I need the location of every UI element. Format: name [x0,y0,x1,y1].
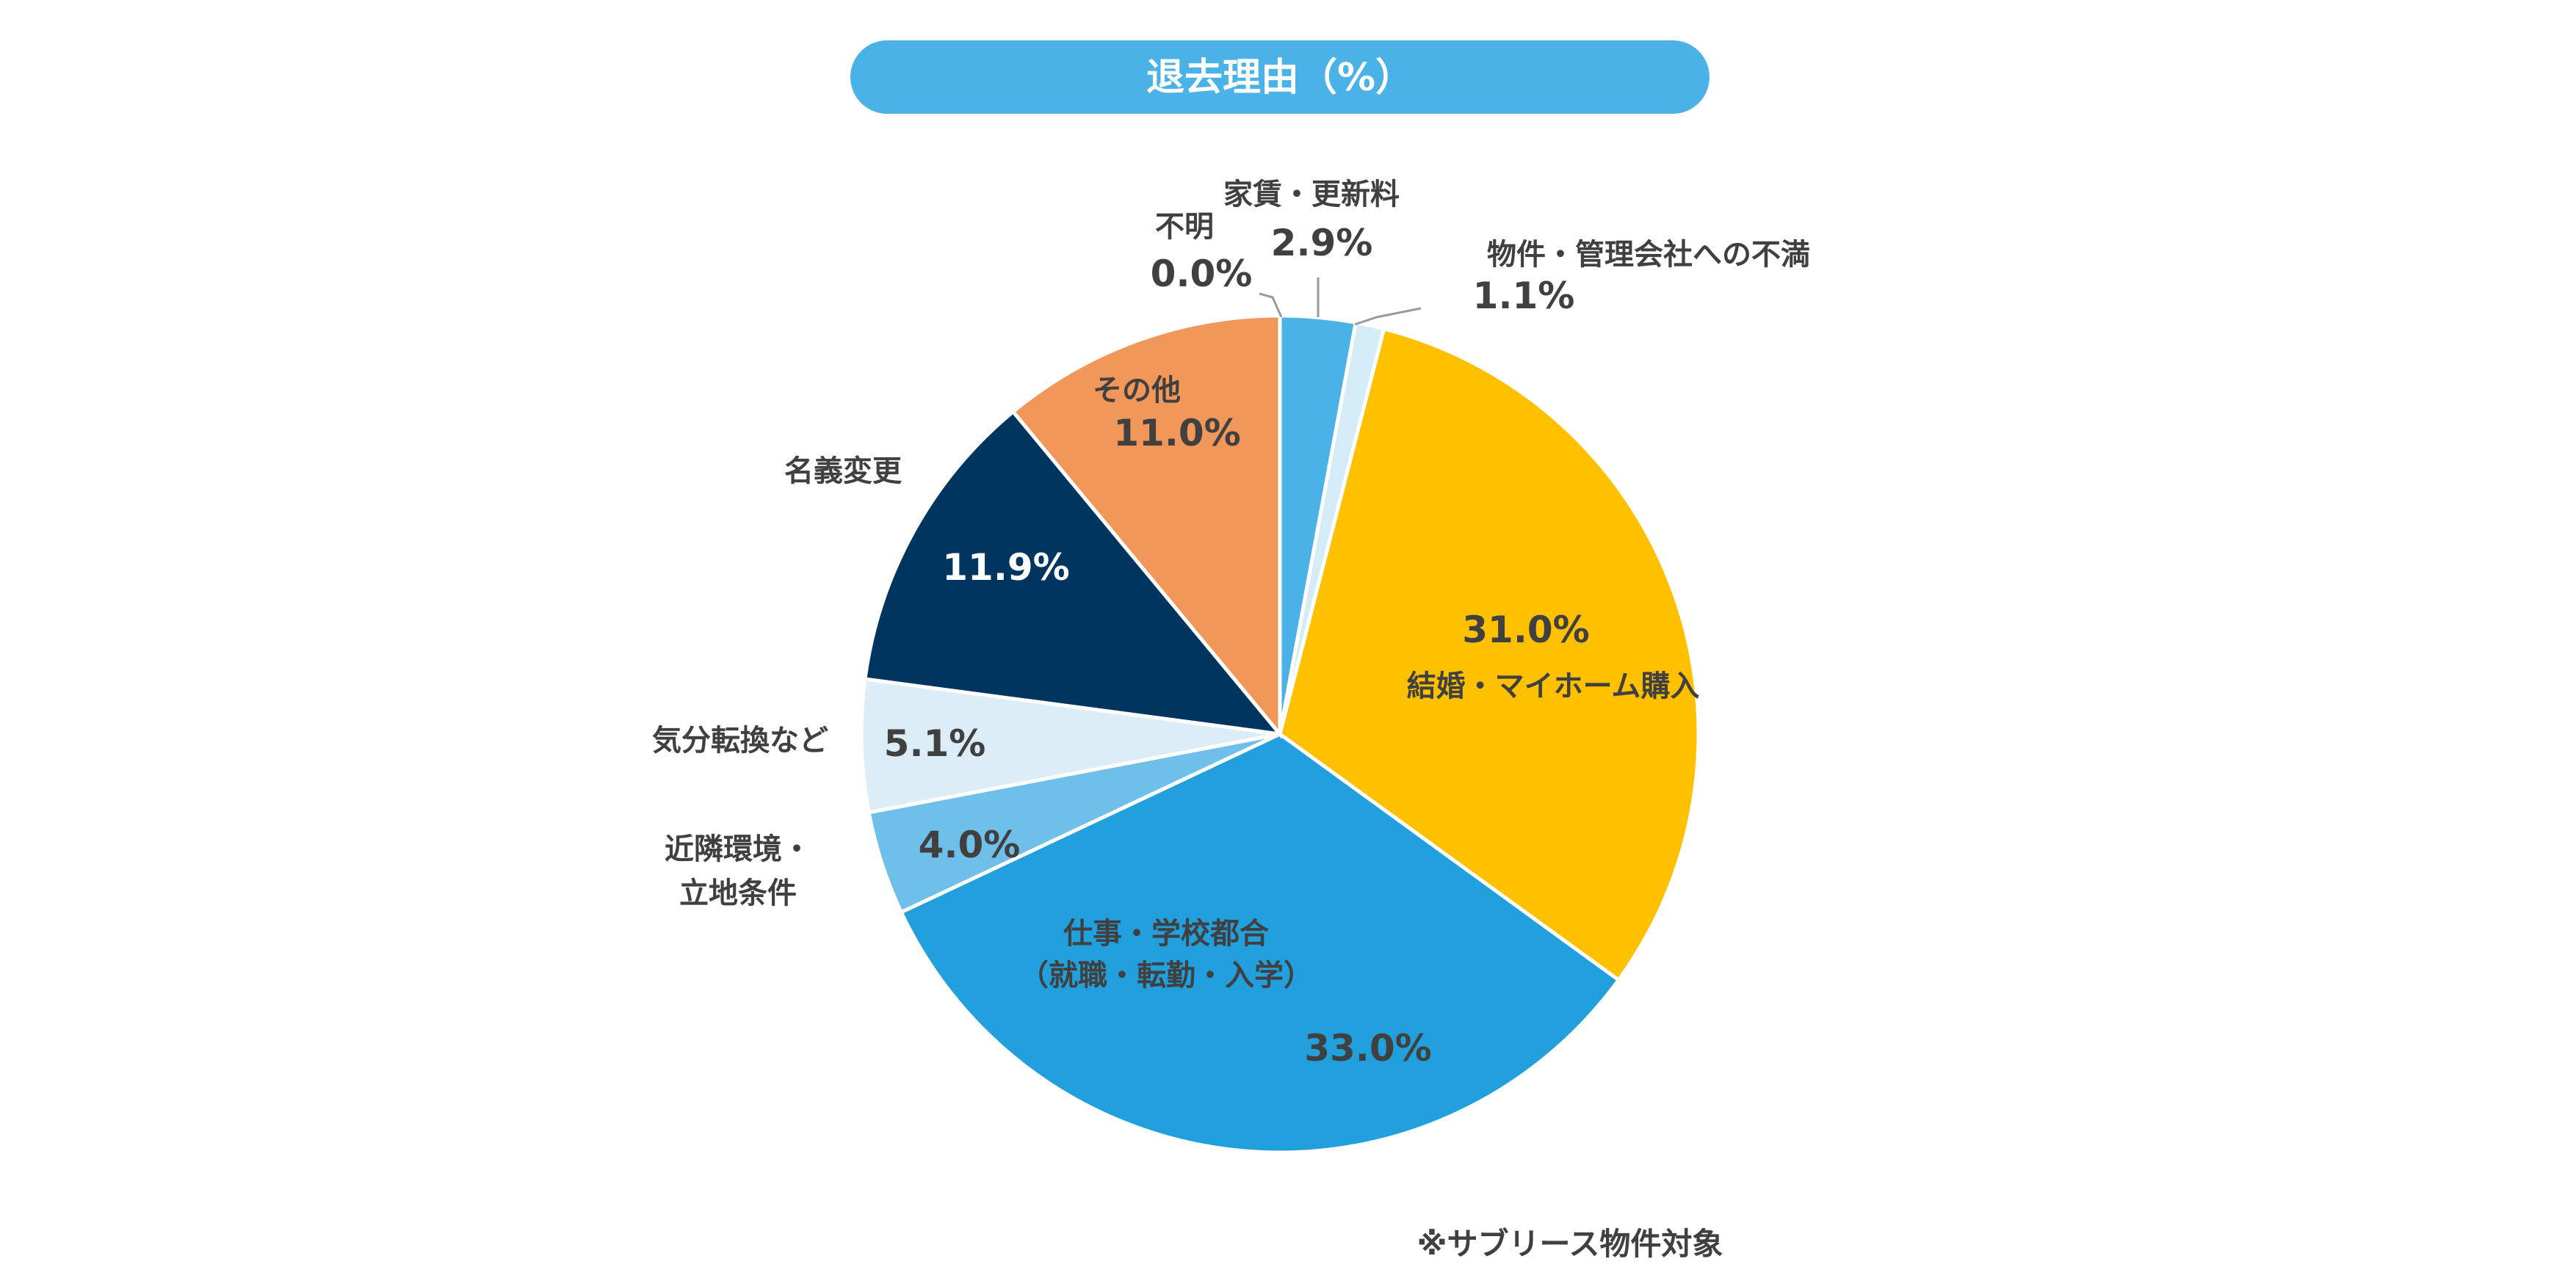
footnote: ※サブリース物件対象 [1417,1226,1723,1262]
slice-label-marriage: 結婚・マイホーム購入 [1407,669,1700,703]
slice-value-environment: 4.0% [919,824,1021,866]
slice-value-unknown: 0.0% [1151,253,1253,295]
slice-label-complaint: 物件・管理会社への不満 [1487,238,1810,272]
slice-label-rename: 名義変更 [784,454,902,488]
slice-label-unknown: 不明 [1155,210,1214,244]
slice-value-work: 33.0% [1304,1027,1431,1070]
leader-lines [1259,277,1422,326]
slice-label-refresh: 気分転換など [652,724,828,758]
leader-line-complaint [1354,307,1422,326]
pie-slice-other [1010,313,1282,739]
slice-value-complaint: 1.1% [1473,275,1575,317]
slice-value-rename: 11.9% [942,546,1069,589]
title-pill [850,40,1710,114]
slice-label-environment-line-1: 近隣環境・ [665,832,811,866]
slice-value-rent: 2.9% [1271,222,1373,264]
slice-label-rent: 家賃・更新料 [1223,178,1400,211]
slice-label-work-line-1: 仕事・学校都合 [1063,917,1269,951]
pie-slice-marriage [1278,326,1701,983]
slice-value-refresh: 5.1% [884,722,986,765]
slice-label-other: その他 [1093,374,1181,407]
pie-slice-refresh [859,677,1281,815]
pie-slice-work [898,732,1621,1155]
leader-line-unknown [1259,292,1283,318]
slice-label-work-line-2: （就職・転勤・入学） [1019,959,1313,992]
chart-title: 退去理由（%） [1146,56,1414,100]
slice-label-environment-line-2: 立地条件 [679,876,797,910]
pie-slice-rename [863,409,1284,737]
pie-slices [859,313,1701,1155]
slice-value-marriage: 31.0% [1462,609,1589,651]
slice-value-other: 11.0% [1113,412,1240,454]
